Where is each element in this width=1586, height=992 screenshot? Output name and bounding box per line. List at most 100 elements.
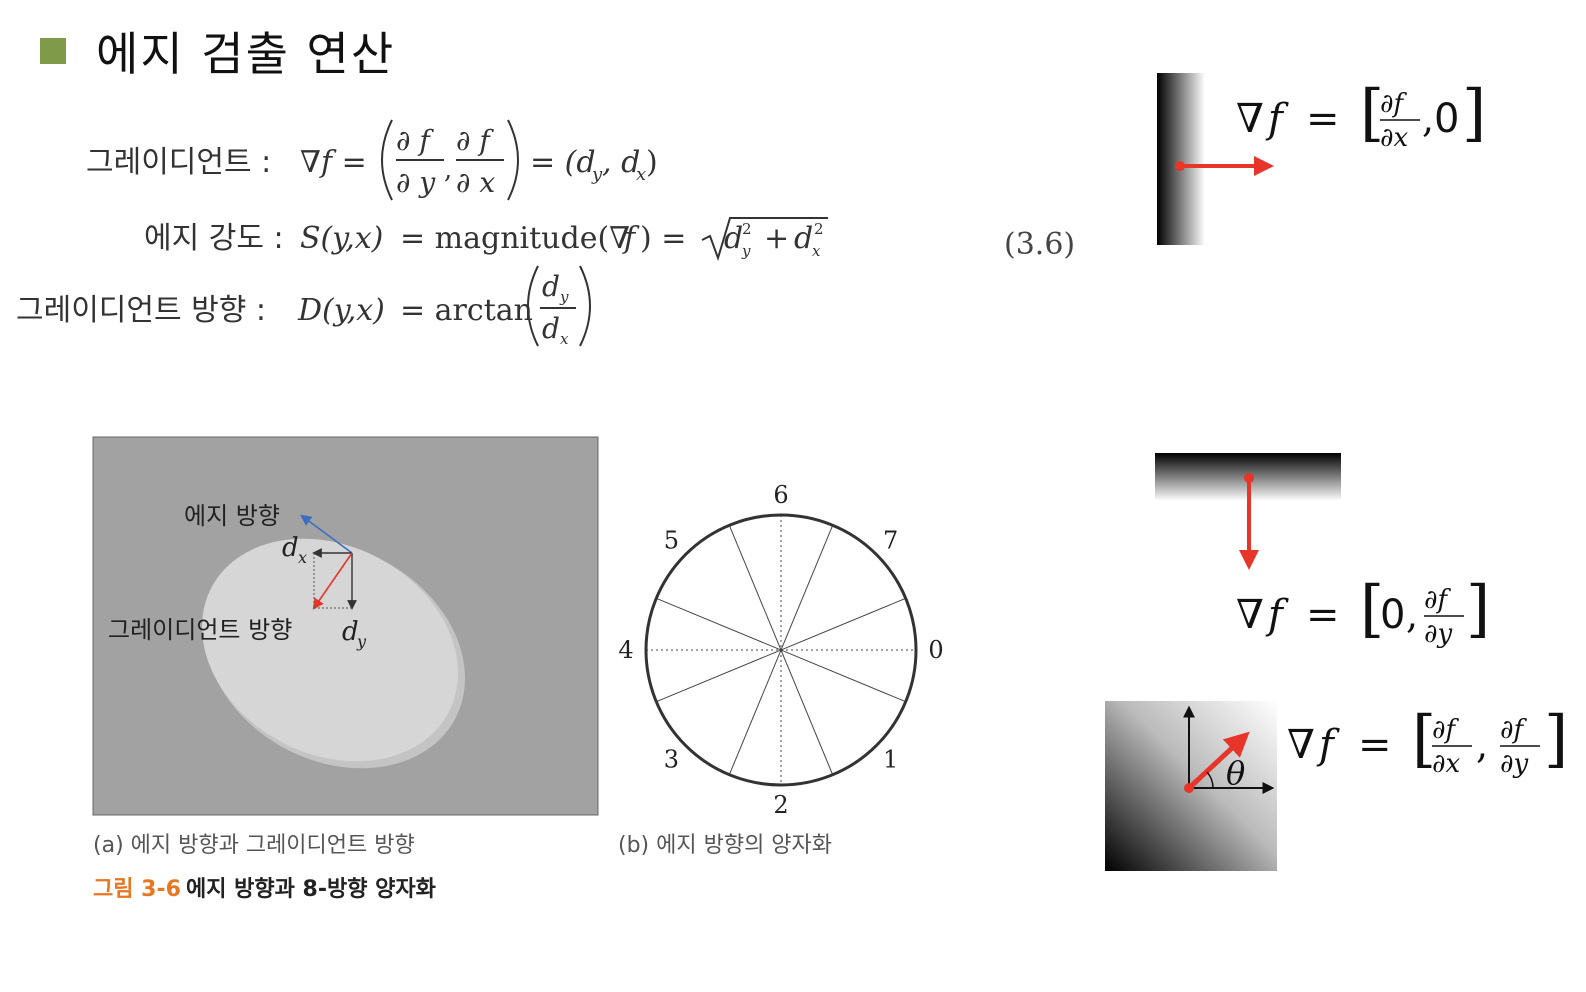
svg-text:0: 0	[1380, 592, 1405, 638]
svg-text:f: f	[1265, 96, 1289, 142]
svg-text:= (d: = (d	[530, 145, 596, 180]
figure-caption: 그림 3-6 에지 방향과 8-방향 양자화	[93, 877, 436, 902]
diagonal-edge-formula: ∇ f = [ ∂f ∂x , ∂f ∂y ]	[1287, 702, 1568, 779]
svg-text:∂ y: ∂ y	[396, 166, 436, 199]
svg-text:f: f	[1316, 722, 1340, 768]
quantization-circle	[644, 513, 918, 787]
example-vertical-edge: ∇ f = [ ∂f ∂x , 0 ]	[1157, 73, 1486, 245]
svg-text:=: =	[1306, 592, 1340, 638]
svg-text:d: d	[794, 221, 813, 256]
svg-text:∂ f: ∂ f	[396, 124, 434, 157]
figure-b-caption: (b) 에지 방향의 양자화	[618, 833, 832, 858]
strength-label: 에지 강도 :	[144, 221, 284, 256]
direction-number-3: 3	[664, 746, 679, 774]
svg-text:f: f	[1265, 592, 1289, 638]
svg-text:f: f	[622, 221, 640, 256]
svg-text:∂f: ∂f	[1380, 89, 1407, 119]
horizontal-edge-formula: ∇ f = [ 0 , ∂f ∂y ]	[1236, 572, 1490, 649]
figure-a-caption: (a) 에지 방향과 그레이디언트 방향	[93, 833, 415, 858]
svg-text:∇: ∇	[1287, 722, 1315, 768]
svg-text:,: ,	[1406, 593, 1418, 637]
figure-b: 0 1 2 3 4 5 6 7	[618, 481, 943, 819]
svg-text:x: x	[636, 164, 646, 185]
svg-text:=: =	[1358, 722, 1392, 768]
svg-text:∂x: ∂x	[1432, 749, 1460, 779]
figure-caption-number: 그림 3-6	[93, 877, 181, 902]
svg-text:d: d	[542, 270, 560, 303]
sector-boundary-line	[656, 597, 906, 703]
svg-text:∂y: ∂y	[1500, 749, 1528, 779]
svg-text:D(y,x): D(y,x)	[297, 293, 385, 328]
page-title: 에지 검출 연산	[96, 27, 396, 81]
svg-text:= arctan: = arctan	[400, 293, 533, 328]
svg-text:,: ,	[1422, 97, 1434, 141]
svg-text:) =: ) =	[640, 221, 686, 256]
svg-text:): )	[646, 145, 658, 180]
direction-number-1: 1	[883, 746, 898, 774]
svg-text:∂f: ∂f	[1500, 715, 1527, 745]
direction-label: 그레이디언트 방향 :	[16, 293, 266, 328]
gradient-label: 그레이디언트 :	[86, 145, 271, 180]
svg-text:∂ x: ∂ x	[456, 166, 495, 199]
example-horizontal-edge: ∇ f = [ 0 , ∂f ∂y ]	[1155, 453, 1490, 649]
equation-gradient: 그레이디언트 : ∇f = ∂ f ∂ y , ∂ f ∂ x = (d y ,…	[86, 119, 658, 201]
dx-label: d	[282, 533, 299, 563]
svg-text:∂y: ∂y	[1424, 619, 1452, 649]
svg-text:, d: , d	[602, 145, 640, 180]
equation-direction: 그레이디언트 방향 : D(y,x) = arctan d y d x	[16, 265, 591, 348]
svg-text:∂ f: ∂ f	[456, 124, 494, 157]
figure-a: 에지 방향 그레이디언트 방향 d x d y	[92, 436, 599, 816]
vertical-edge-image	[1157, 73, 1205, 245]
gradient-direction-arrow	[312, 552, 353, 610]
svg-text:∇: ∇	[1236, 96, 1264, 142]
svg-text:y: y	[559, 288, 569, 306]
svg-text:+: +	[764, 221, 789, 256]
svg-text:]: ]	[1466, 572, 1490, 645]
svg-text:y: y	[591, 164, 603, 185]
svg-text:x: x	[298, 548, 307, 567]
svg-text:2: 2	[814, 220, 824, 238]
svg-text:∂f: ∂f	[1432, 715, 1459, 745]
svg-text:x: x	[812, 242, 821, 260]
edge-direction-arrow	[300, 514, 353, 554]
svg-text:S(y,x): S(y,x)	[300, 221, 383, 256]
svg-text:∇f =: ∇f =	[300, 145, 367, 180]
svg-text:,: ,	[444, 155, 452, 185]
equation-strength: 에지 강도 : S(y,x) = magnitude(∇ f ) = d 2 y…	[144, 217, 828, 262]
edge-direction-label: 에지 방향	[184, 502, 280, 530]
svg-text:d: d	[724, 221, 743, 256]
diagonal-gradient-arrow	[1187, 731, 1250, 790]
vertical-edge-formula: ∇ f = [ ∂f ∂x , 0 ]	[1236, 76, 1486, 153]
svg-text:2: 2	[742, 220, 752, 238]
edge-region	[202, 538, 458, 762]
svg-text:[: [	[1360, 76, 1384, 149]
direction-number-7: 7	[883, 526, 898, 554]
direction-number-6: 6	[773, 481, 788, 509]
svg-text:d: d	[542, 312, 560, 345]
svg-text:[: [	[1412, 702, 1436, 775]
svg-text:[: [	[1360, 572, 1384, 645]
svg-text:y: y	[741, 242, 751, 260]
svg-text:]: ]	[1462, 76, 1486, 149]
theta-label: θ	[1226, 754, 1245, 792]
direction-number-4: 4	[618, 636, 633, 664]
svg-text:]: ]	[1544, 702, 1568, 775]
direction-number-2: 2	[773, 791, 788, 819]
svg-text:∂f: ∂f	[1424, 585, 1451, 615]
svg-text:=: =	[1306, 96, 1340, 142]
title-bullet	[40, 38, 66, 64]
svg-text:0: 0	[1434, 96, 1459, 142]
example-diagonal-edge: θ ∇ f = [ ∂f ∂x , ∂f ∂y ]	[1105, 701, 1568, 871]
svg-text:y: y	[356, 632, 367, 651]
svg-text:∇: ∇	[1236, 592, 1264, 638]
svg-text:,: ,	[1476, 723, 1488, 767]
direction-number-5: 5	[664, 526, 679, 554]
direction-number-0: 0	[928, 636, 943, 664]
dy-label: d	[342, 617, 359, 647]
svg-text:= magnitude(∇: = magnitude(∇	[400, 221, 630, 256]
svg-text:∂x: ∂x	[1380, 123, 1408, 153]
svg-text:x: x	[560, 330, 569, 348]
figure-caption-text: 에지 방향과 8-방향 양자화	[186, 877, 436, 902]
gradient-direction-label: 그레이디언트 방향	[108, 616, 292, 644]
